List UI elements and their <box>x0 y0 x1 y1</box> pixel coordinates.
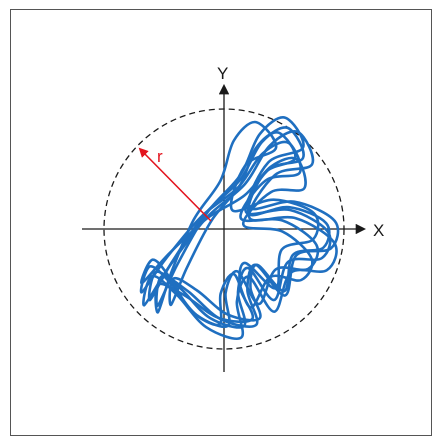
frame-border <box>10 9 432 436</box>
trajectory-loop-5 <box>154 120 320 324</box>
x-axis-label: X <box>373 221 384 240</box>
trajectory-curve <box>139 116 340 340</box>
trajectory-loop-4 <box>140 156 314 327</box>
trajectory-loop-7 <box>168 131 331 322</box>
trajectory-loop-6 <box>142 130 338 340</box>
radius-arrow <box>138 147 212 222</box>
trajectory-loop-1 <box>147 126 332 329</box>
y-axis-label: Y <box>217 64 228 83</box>
radius-label: r <box>157 147 163 166</box>
